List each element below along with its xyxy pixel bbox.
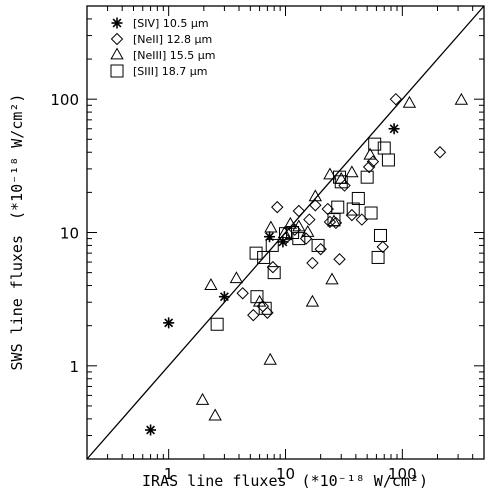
x-tick-label: 1: [164, 465, 174, 483]
data-point-diamond: [306, 256, 319, 270]
data-point-asterisk: [218, 291, 230, 303]
data-point-diamond: [345, 208, 359, 222]
data-point-square: [257, 250, 271, 264]
legend-label: [NeIII] 15.5 μm: [133, 49, 216, 62]
legend-marker-asterisk: [111, 17, 123, 29]
data-point-triangle: [208, 408, 222, 421]
data-point-diamond: [433, 146, 447, 159]
data-point-asterisk: [163, 317, 175, 329]
data-point-diamond: [389, 92, 403, 106]
x-tick-label: 10: [276, 465, 295, 483]
data-point-diamond: [247, 308, 260, 322]
data-point-triangle: [325, 272, 339, 285]
x-axis-units: (*10⁻¹⁸ W/cm²): [302, 472, 428, 490]
data-point-square: [258, 301, 272, 315]
legend-label: [NeII] 12.8 μm: [133, 33, 212, 46]
data-point-square: [292, 232, 306, 246]
data-point-triangle: [264, 220, 278, 233]
data-point-diamond: [236, 287, 249, 300]
data-point-triangle: [363, 147, 377, 160]
data-point-triangle: [204, 278, 218, 290]
data-point-triangle: [229, 271, 244, 284]
data-point-diamond: [338, 179, 351, 192]
legend-marker-triangle: [110, 47, 124, 60]
data-point-square: [311, 238, 325, 252]
data-point-square: [265, 238, 279, 252]
data-point-diamond: [366, 155, 380, 168]
x-axis-label: IRAS line fluxes: [142, 472, 287, 490]
data-point-triangle: [402, 95, 417, 108]
data-point-triangle: [323, 167, 337, 180]
data-point-square: [371, 250, 385, 264]
data-point-triangle: [305, 294, 320, 307]
data-point-square: [250, 290, 264, 304]
data-point-diamond: [376, 240, 389, 254]
data-point-diamond: [271, 200, 284, 214]
legend-label: [SIII] 18.7 μm: [133, 65, 208, 78]
data-point-square: [364, 206, 378, 220]
legend-label: [SIV] 10.5 μm: [133, 17, 209, 30]
data-point-triangle: [308, 189, 323, 202]
data-point-square: [267, 266, 281, 280]
data-point-diamond: [303, 213, 316, 226]
data-point-square: [381, 153, 395, 167]
data-point-triangle: [263, 352, 277, 365]
data-point-diamond: [355, 213, 369, 226]
y-axis-units: (*10⁻¹⁸ W/cm²): [8, 94, 26, 220]
data-point-square: [351, 191, 365, 205]
data-point-square: [279, 227, 292, 241]
data-point-diamond: [333, 253, 346, 266]
legend-marker-diamond: [110, 32, 124, 46]
data-point-asterisk: [145, 424, 157, 436]
data-point-triangle: [454, 92, 469, 105]
data-point-diamond: [299, 232, 313, 245]
data-point-triangle: [345, 165, 359, 178]
y-tick-label: 1: [69, 358, 79, 376]
data-point-square: [373, 228, 387, 242]
data-point-diamond: [266, 260, 280, 274]
data-point-triangle: [283, 216, 298, 229]
data-point-triangle: [277, 226, 292, 239]
y-tick-label: 10: [60, 225, 79, 243]
data-point-diamond: [309, 199, 322, 212]
data-point-square: [346, 202, 360, 216]
data-point-diamond: [362, 160, 376, 174]
legend: [SIV] 10.5 μm [NeII] 12.8 μm [NeIII] 15.5 …: [110, 17, 216, 78]
data-point-triangle: [195, 392, 210, 405]
data-point-diamond: [279, 232, 292, 245]
data-point-square: [331, 200, 345, 214]
data-point-asterisk: [264, 231, 276, 243]
data-point-square: [210, 317, 224, 331]
data-point-square: [333, 170, 347, 184]
y-axis-title: SWS line fluxes (*10⁻¹⁸ W/cm²): [8, 94, 26, 371]
y-axis-label: SWS line fluxes: [8, 235, 26, 370]
data-point-square: [249, 246, 263, 260]
x-tick-label: 100: [388, 465, 417, 483]
data-point-square: [334, 175, 348, 189]
y-tick-label: 100: [50, 91, 79, 109]
data-point-asterisk: [388, 123, 400, 135]
data-point-square: [377, 141, 391, 155]
data-point-triangle: [301, 224, 315, 237]
data-point-square: [368, 137, 382, 151]
data-point-square: [360, 170, 374, 184]
x-axis-title: IRAS line fluxes (*10⁻¹⁸ W/cm²): [142, 472, 428, 490]
legend-marker-square: [110, 64, 124, 78]
data-point-diamond: [292, 204, 306, 218]
